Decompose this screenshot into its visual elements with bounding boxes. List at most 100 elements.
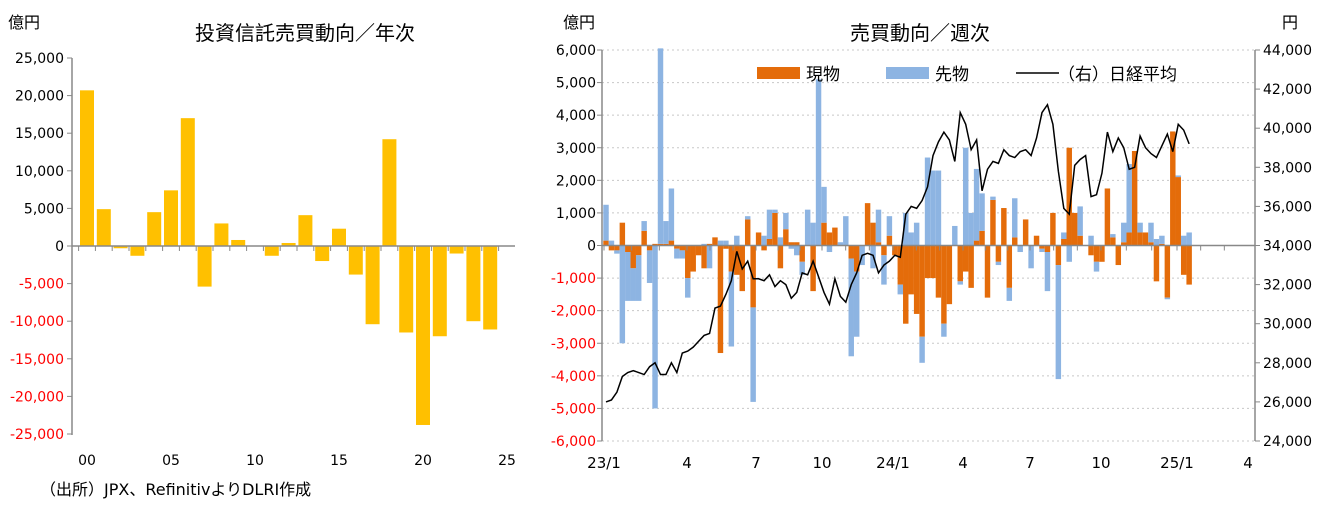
futures-bar (608, 240, 615, 246)
y2-tick-label: 36,000 (1263, 199, 1312, 215)
bar-2007 (197, 246, 212, 287)
futures-bar (1066, 245, 1072, 262)
y-tick-label: -15,000 (10, 352, 64, 368)
spot-bar (783, 229, 789, 246)
spot-bar (1088, 245, 1094, 256)
futures-bar (1126, 164, 1132, 233)
bar-2024 (483, 246, 498, 330)
spot-bar (979, 230, 985, 246)
x-tick-label: 7 (751, 454, 761, 472)
bar-2003 (130, 246, 145, 256)
futures-bar (744, 216, 751, 220)
spot-bar (1170, 131, 1176, 246)
futures-bar (701, 243, 707, 246)
bar-2016 (348, 246, 363, 275)
spot-bar (810, 245, 816, 292)
bar-2000 (80, 90, 94, 246)
futures-bar (1175, 175, 1181, 178)
bar-2005 (164, 190, 178, 246)
spot-bar (1055, 245, 1062, 266)
futures-bar (973, 168, 980, 241)
futures-bar (674, 248, 680, 259)
y-tick-label: 10,000 (15, 164, 64, 180)
y-tick-label: 5,000 (24, 201, 64, 217)
bar-2013 (298, 215, 313, 246)
futures-bar (788, 245, 795, 249)
futures-bar (734, 235, 740, 246)
spot-bar (668, 240, 675, 246)
spot-bar (755, 232, 762, 246)
futures-bar (652, 245, 658, 409)
spot-bar (826, 232, 833, 246)
spot-bar (881, 245, 887, 256)
spot-bar (1175, 177, 1181, 246)
spot-bar (766, 238, 773, 246)
legend-swatch-futures (886, 67, 929, 79)
y2-tick-label: 42,000 (1263, 82, 1312, 98)
futures-bar (941, 323, 947, 337)
futures-bar (1180, 235, 1187, 246)
spot-bar (744, 219, 751, 246)
legend-swatch-spot (757, 67, 800, 79)
spot-bar (799, 245, 805, 262)
spot-bar (1142, 232, 1149, 246)
spot-bar (1104, 188, 1111, 246)
spot-bar (652, 243, 658, 246)
spot-bar (1050, 212, 1056, 246)
spot-bar (674, 245, 680, 249)
futures-bar (935, 170, 942, 246)
bar-2006 (180, 118, 195, 246)
bar-2001 (96, 209, 111, 246)
spot-bar (794, 242, 800, 246)
spot-bar (832, 227, 838, 246)
spot-bar (1061, 238, 1067, 246)
y-tick-label: 3,000 (556, 141, 596, 157)
spot-bar (625, 245, 631, 253)
futures-bar (1159, 235, 1165, 244)
futures-bar (1077, 206, 1083, 236)
futures-bar (908, 232, 914, 246)
spot-bar (897, 245, 904, 285)
y2-tick-label: 40,000 (1263, 121, 1312, 137)
spot-bar (875, 242, 882, 246)
futures-bar (657, 48, 664, 244)
futures-bar (646, 250, 653, 283)
spot-bar (1137, 232, 1143, 246)
spot-bar (1093, 245, 1100, 262)
futures-bar (794, 245, 800, 256)
bar-2017 (365, 246, 380, 325)
futures-bar (853, 271, 860, 337)
spot-bar (777, 245, 784, 269)
futures-bar (706, 245, 713, 269)
spot-bar (635, 245, 642, 256)
spot-bar (864, 203, 871, 246)
x-tick-label: 23/1 (587, 454, 621, 472)
spot-bar (990, 199, 996, 246)
spot-bar (788, 242, 795, 246)
futures-bar (924, 157, 931, 246)
spot-bar (717, 245, 724, 354)
chart-title: 売買動向／週次 (850, 21, 990, 45)
futures-bar (777, 237, 784, 246)
y-tick-label: -10,000 (10, 314, 64, 330)
spot-bar (1153, 245, 1160, 282)
spot-bar (608, 245, 615, 251)
futures-bar (979, 193, 985, 231)
futures-bar (1012, 198, 1018, 238)
futures-bar (1137, 222, 1143, 233)
futures-bar (635, 255, 642, 301)
futures-bar (913, 222, 920, 246)
x-tick-label: 25/1 (1160, 454, 1194, 472)
spot-bar (913, 245, 920, 314)
futures-bar (995, 261, 1002, 266)
spot-bar (924, 245, 931, 279)
futures-bar (1110, 234, 1116, 238)
futures-bar (1044, 252, 1051, 292)
spot-bar (962, 245, 969, 272)
y-tick-label: -5,000 (19, 277, 64, 293)
futures-bar (1121, 222, 1127, 243)
x-tick-label: 25 (498, 453, 516, 469)
futures-bar (1017, 245, 1023, 253)
futures-bar (1088, 235, 1094, 246)
